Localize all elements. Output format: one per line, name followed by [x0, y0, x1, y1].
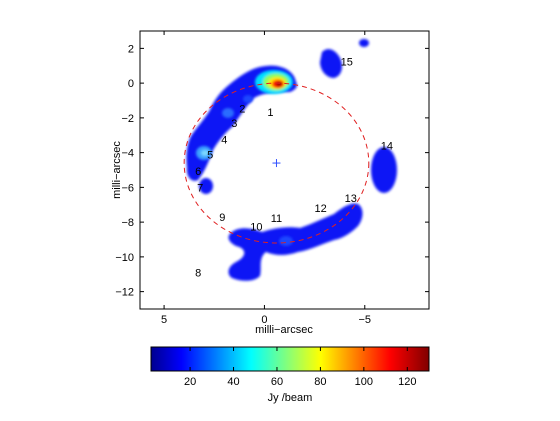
- colorbar: 20 40 60 80 100 120 Jy /beam: [150, 346, 430, 404]
- spot-label-11: 11: [271, 213, 282, 225]
- y-tick-label: 0: [128, 78, 134, 90]
- y-tick-label: −12: [115, 287, 134, 299]
- colorbar-tick-label: 120: [398, 376, 416, 388]
- emission-knot-7: [199, 178, 213, 194]
- colorbar-label: Jy /beam: [268, 392, 313, 404]
- y-axis-label: milli−arcsec: [111, 141, 123, 199]
- spot-label-8: 8: [195, 268, 201, 280]
- x-axis-ticks: 5 0 −5: [161, 31, 371, 326]
- plot-frame: [139, 30, 430, 310]
- spot-label-9: 9: [219, 212, 225, 224]
- spot-label-14: 14: [381, 141, 393, 153]
- spot-label-1: 1: [267, 107, 273, 119]
- emission-knot-15: [320, 49, 342, 78]
- x-tick-label: 0: [261, 314, 267, 326]
- spot-label-5: 5: [207, 149, 213, 161]
- fitted-ring: [183, 82, 370, 244]
- y-tick-label: −2: [121, 113, 134, 125]
- colorbar-tick-label: 80: [314, 376, 326, 388]
- emission-knot-14: [371, 147, 397, 193]
- core-11: [279, 236, 293, 246]
- y-axis-ticks: 2 0 −2 −4 −6 −8 −10 −12: [115, 43, 429, 299]
- y-tick-label: −10: [115, 252, 134, 264]
- x-tick-label: −5: [359, 314, 372, 326]
- y-tick-label: −4: [121, 148, 134, 160]
- emission-cores: [196, 70, 293, 246]
- x-tick-label: 5: [161, 314, 167, 326]
- spot-label-4: 4: [221, 135, 227, 147]
- colorbar-tick-label: 100: [355, 376, 373, 388]
- spot-label-3: 3: [231, 118, 237, 130]
- core-2: [243, 95, 253, 103]
- spot-label-7: 7: [197, 182, 203, 194]
- core-5-inner: [201, 150, 209, 156]
- colorbar-gradient: [150, 346, 430, 372]
- core-3: [222, 108, 234, 118]
- colorbar-ticks: 20 40 60 80 100 120: [184, 347, 416, 388]
- x-axis-label: milli−arcsec: [255, 324, 313, 336]
- y-tick-label: −8: [121, 217, 134, 229]
- emission-arc-south: [228, 203, 363, 281]
- spot-label-10: 10: [250, 221, 262, 233]
- core-1-peak: [276, 82, 282, 86]
- y-tick-label: 2: [128, 43, 134, 55]
- spot-label-2: 2: [239, 103, 245, 115]
- emission-knot-15-outlier: [359, 39, 369, 47]
- colorbar-tick-label: 40: [227, 376, 239, 388]
- spot-label-6: 6: [195, 166, 201, 178]
- colorbar-tick-label: 60: [271, 376, 283, 388]
- spot-label-13: 13: [345, 193, 357, 205]
- colorbar-tick-label: 20: [184, 376, 196, 388]
- y-tick-label: −6: [121, 182, 134, 194]
- spot-label-15: 15: [341, 56, 353, 68]
- ring-center-marker: [272, 159, 281, 168]
- spot-label-12: 12: [315, 203, 327, 215]
